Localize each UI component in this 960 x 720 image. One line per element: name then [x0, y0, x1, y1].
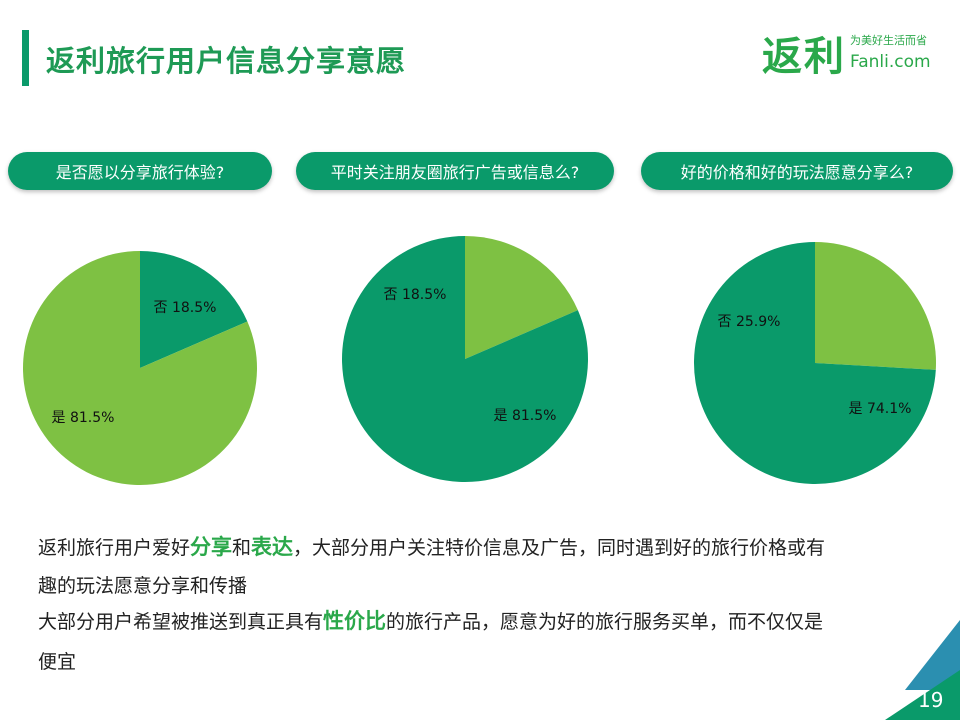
title-accent-bar [22, 30, 29, 86]
logo-slogan: 为美好生活而省 [850, 34, 927, 47]
pie-2-slice-no [465, 236, 578, 359]
fanli-logo: 返利 为美好生活而省 Fanli.com [762, 22, 952, 82]
question-pill-1: 是否愿以分享旅行体验? [8, 152, 272, 190]
pie-3-slice-yes [693, 242, 936, 484]
corner-blue-triangle [905, 620, 960, 690]
summary-1-highlight-share: 分享 [190, 535, 233, 559]
pie-1-label-no: 否 18.5% [154, 300, 217, 316]
summary-line-3: 大部分用户希望被推送到真正具有性价比的旅行产品，愿意为好的旅行服务买单，而不仅仅… [38, 604, 928, 639]
summary-line-4: 便宜 [38, 651, 77, 673]
page-title: 返利旅行用户信息分享意愿 [46, 44, 407, 78]
summary-line-1: 返利旅行用户爱好分享和表达，大部分用户关注特价信息及广告，同时遇到好的旅行价格或… [38, 530, 928, 565]
pie-1-slice-yes [23, 251, 258, 486]
summary-1-highlight-express: 表达 [251, 535, 294, 559]
pie-2-label-yes: 是 81.5% [494, 408, 557, 424]
corner-green-triangle [885, 670, 960, 720]
pie-3-label-yes: 是 74.1% [849, 401, 912, 417]
pie-3-label-no: 否 25.9% [718, 314, 781, 330]
pie-2-slice-yes [341, 236, 588, 482]
summary-3-seg-2: 的旅行产品，愿意为好的旅行服务买单，而不仅仅是 [386, 611, 824, 633]
pie-1-label-yes: 是 81.5% [52, 410, 115, 426]
pie-1-slice-no [140, 251, 248, 368]
summary-line-2: 趣的玩法愿意分享和传播 [38, 575, 248, 597]
pie-3-slice-no [815, 242, 936, 370]
pie-2-label-no: 否 18.5% [384, 287, 447, 303]
logo-mark-text: 返利 [762, 34, 846, 80]
question-pill-2: 平时关注朋友圈旅行广告或信息么? [296, 152, 614, 190]
summary-3-seg-0: 大部分用户希望被推送到真正具有 [38, 611, 324, 633]
summary-3-highlight-value: 性价比 [323, 609, 387, 633]
summary-1-seg-4: ，大部分用户关注特价信息及广告，同时遇到好的旅行价格或有 [293, 537, 826, 559]
summary-1-seg-2: 和 [232, 537, 252, 559]
summary-1-seg-0: 返利旅行用户爱好 [38, 537, 191, 559]
question-pill-3: 好的价格和好的玩法愿意分享么? [641, 152, 953, 190]
page-number: 19 [918, 688, 944, 712]
logo-domain: Fanli.com [850, 52, 931, 72]
